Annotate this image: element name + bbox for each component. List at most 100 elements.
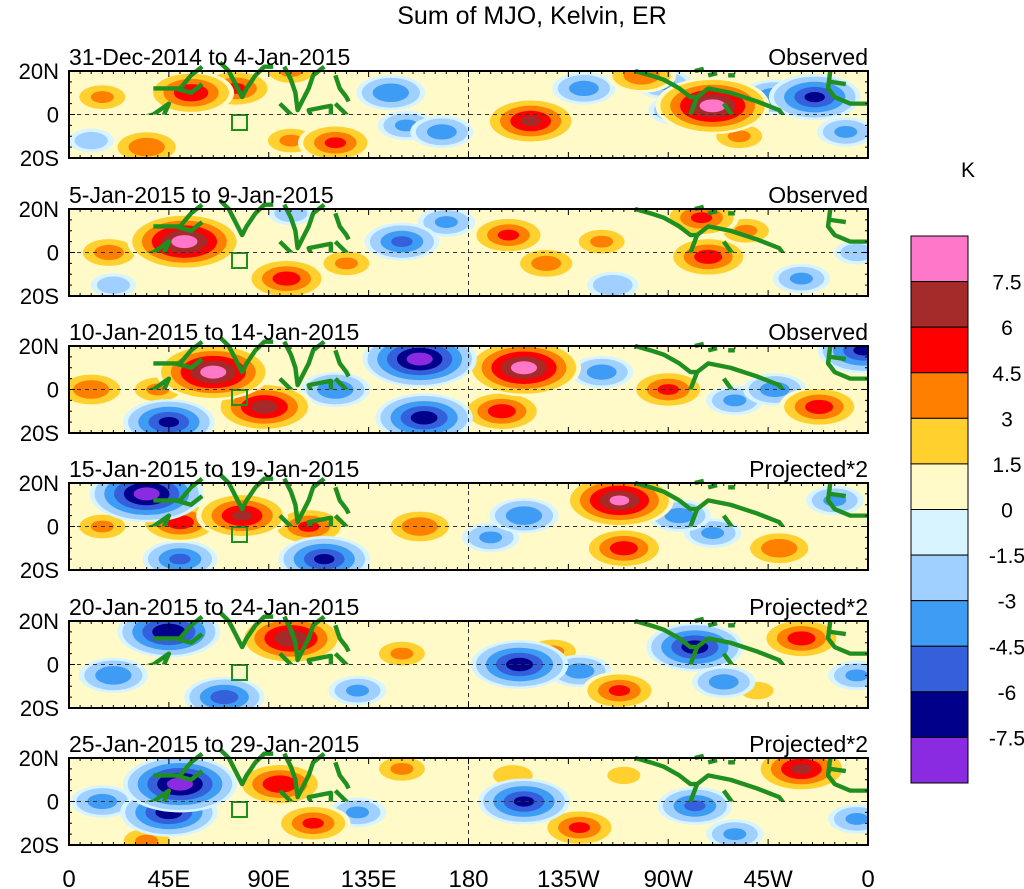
colorbar-tick-label: -4.5 (989, 636, 1024, 659)
cold-anomaly (89, 483, 204, 523)
contour-level (510, 361, 538, 375)
cold-anomaly (817, 117, 868, 147)
colorbar-tick-label: -3 (998, 591, 1017, 614)
contour-level (569, 80, 599, 97)
contour-level (128, 137, 165, 157)
cold-anomaly (184, 676, 265, 708)
warm-anomaly (112, 129, 182, 158)
y-tick-label: 20S (20, 558, 59, 583)
x-tick-label: 135E (341, 866, 397, 889)
contour-level (279, 134, 303, 147)
colorbar-swatch (910, 235, 969, 283)
x-tick-label: 135W (537, 866, 600, 889)
warm-anomaly (484, 97, 577, 145)
y-tick-label: 0 (47, 653, 59, 678)
warm-anomaly (582, 671, 657, 708)
contour-level (158, 417, 180, 428)
panel-date-label: 15-Jan-2015 to 19-Jan-2015 (69, 456, 359, 482)
contour-level (90, 91, 114, 104)
contour-level (513, 796, 535, 807)
cold-anomaly (78, 657, 148, 693)
warm-anomaly (196, 492, 289, 539)
colorbar-swatch (910, 691, 969, 738)
y-tick-label: 20N (19, 59, 59, 84)
panel-kind-label: Projected*2 (749, 731, 868, 757)
contour-level (723, 828, 747, 841)
colorbar-tick-label: 6 (1001, 317, 1013, 340)
contour-level (133, 487, 160, 501)
cold-anomaly (328, 675, 387, 706)
cold-anomaly (122, 399, 215, 433)
contour-level (274, 630, 308, 647)
cold-anomaly (828, 660, 868, 691)
contour-level (520, 115, 541, 127)
x-tick-label: 45E (148, 866, 191, 889)
cold-anomaly (356, 75, 426, 111)
warm-anomaly (601, 763, 647, 788)
colorbar-swatch (910, 326, 969, 374)
contour-level (664, 507, 695, 524)
cold-anomaly (410, 115, 474, 149)
contour-level (479, 531, 503, 544)
y-tick-label: 20S (20, 833, 59, 858)
contour-level (302, 817, 324, 829)
contour-level (684, 800, 706, 812)
contour-level (804, 91, 825, 103)
contour-level (262, 775, 298, 793)
contour-level (505, 506, 543, 525)
y-tick-label: 0 (47, 103, 59, 128)
contour-level (564, 663, 595, 679)
cold-anomaly (586, 271, 639, 296)
contour-level (531, 255, 562, 272)
contour-level (324, 137, 347, 149)
cold-anomaly (772, 263, 831, 294)
y-tick-label: 20N (19, 197, 59, 222)
contour-level (73, 380, 110, 399)
panel-date-label: 25-Jan-2015 to 29-Jan-2015 (69, 731, 359, 757)
contour-level (94, 244, 124, 261)
contour-level (74, 131, 108, 150)
warm-anomaly (778, 386, 860, 428)
contour-level (690, 212, 713, 224)
panel-date-label: 10-Jan-2015 to 14-Jan-2015 (69, 319, 359, 345)
contour-level (231, 510, 253, 521)
x-tick-label: 90W (644, 866, 694, 889)
panel: 20N 0 20S 31-Dec-2014 to 4-Jan-2015 Observed (19, 44, 875, 171)
x-tick-label: 90E (247, 866, 290, 889)
contour-level (391, 236, 413, 248)
contour-level (701, 527, 725, 539)
warm-anomaly (565, 483, 674, 528)
colorbar-tick-label: 0 (1001, 500, 1013, 523)
contour-level (586, 364, 617, 380)
colorbar-swatch (910, 463, 969, 510)
cold-anomaly (69, 128, 114, 153)
y-tick-label: 20N (19, 609, 59, 634)
anomaly-field (70, 758, 868, 845)
panel-kind-label: Observed (768, 319, 868, 345)
contour-level (390, 762, 414, 775)
panel-date-label: 20-Jan-2015 to 24-Jan-2015 (69, 594, 359, 620)
contour-level (694, 249, 723, 264)
colorbar-tick-label: 1.5 (992, 454, 1021, 477)
cold-anomaly (461, 522, 520, 553)
panel-kind-label: Observed (768, 44, 868, 70)
panel: 20N 0 20S 25-Jan-2015 to 29-Jan-2015 Project… (19, 731, 886, 858)
warm-anomaly (466, 346, 582, 397)
warm-anomaly (77, 236, 141, 269)
panel-date-label: 31-Dec-2014 to 4-Jan-2015 (69, 44, 350, 70)
cold-anomaly (489, 498, 559, 534)
cold-anomaly (364, 222, 440, 261)
panel: 20N 0 20S 5-Jan-2015 to 9-Jan-2015 Observed (19, 182, 880, 309)
contour-level (166, 777, 194, 791)
warm-anomaly (542, 808, 617, 845)
contour-level (834, 125, 858, 138)
contour-level (95, 666, 132, 685)
x-tick-label: 0 (861, 866, 874, 889)
panel-date-label: 5-Jan-2015 to 9-Jan-2015 (69, 182, 334, 208)
warm-anomaly (69, 371, 126, 408)
contour-level (272, 271, 301, 286)
cold-anomaly (417, 209, 476, 237)
contour-level (401, 517, 438, 536)
warm-anomaly (514, 247, 578, 280)
